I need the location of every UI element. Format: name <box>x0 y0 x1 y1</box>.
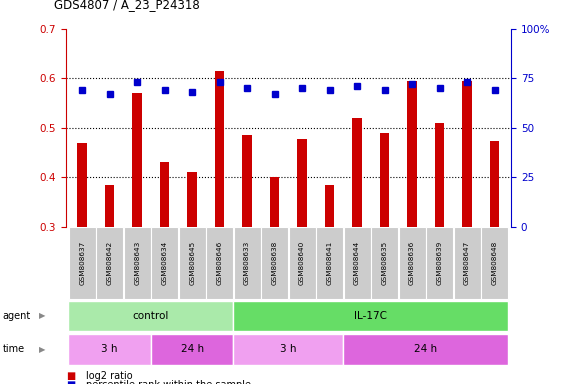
Bar <box>160 162 170 227</box>
Text: GSM808648: GSM808648 <box>492 241 497 285</box>
Text: GSM808642: GSM808642 <box>107 241 112 285</box>
Bar <box>187 172 197 227</box>
Text: ▶: ▶ <box>39 345 45 354</box>
FancyBboxPatch shape <box>234 301 508 331</box>
Text: GSM808633: GSM808633 <box>244 241 250 285</box>
Text: GSM808644: GSM808644 <box>354 241 360 285</box>
Text: GSM808637: GSM808637 <box>79 241 85 285</box>
Bar <box>325 185 335 227</box>
FancyBboxPatch shape <box>69 334 151 365</box>
Text: agent: agent <box>3 311 31 321</box>
Text: IL-17C: IL-17C <box>355 311 387 321</box>
FancyBboxPatch shape <box>234 227 260 299</box>
Bar <box>463 81 472 227</box>
Text: ▶: ▶ <box>39 311 45 320</box>
Bar <box>215 71 224 227</box>
FancyBboxPatch shape <box>124 227 151 299</box>
Text: GSM808635: GSM808635 <box>381 241 388 285</box>
Bar <box>77 142 87 227</box>
FancyBboxPatch shape <box>316 227 343 299</box>
Text: GSM808640: GSM808640 <box>299 241 305 285</box>
FancyBboxPatch shape <box>453 227 481 299</box>
Bar <box>490 141 500 227</box>
Text: GSM808634: GSM808634 <box>162 241 168 285</box>
Bar <box>270 177 279 227</box>
Text: percentile rank within the sample: percentile rank within the sample <box>86 380 251 384</box>
Text: ■: ■ <box>66 380 75 384</box>
Text: GSM808645: GSM808645 <box>189 241 195 285</box>
Bar <box>352 118 362 227</box>
Bar <box>435 123 444 227</box>
Text: GSM808639: GSM808639 <box>437 241 443 285</box>
FancyBboxPatch shape <box>399 227 425 299</box>
Bar <box>297 139 307 227</box>
FancyBboxPatch shape <box>261 227 288 299</box>
FancyBboxPatch shape <box>206 227 233 299</box>
Bar <box>407 81 417 227</box>
FancyBboxPatch shape <box>426 227 453 299</box>
FancyBboxPatch shape <box>234 334 343 365</box>
Text: control: control <box>132 311 169 321</box>
Text: 24 h: 24 h <box>180 344 204 354</box>
FancyBboxPatch shape <box>69 227 95 299</box>
Text: GSM808647: GSM808647 <box>464 241 470 285</box>
Text: GSM808636: GSM808636 <box>409 241 415 285</box>
Text: 3 h: 3 h <box>280 344 296 354</box>
Text: GSM808643: GSM808643 <box>134 241 140 285</box>
Bar <box>105 185 114 227</box>
FancyBboxPatch shape <box>96 227 123 299</box>
FancyBboxPatch shape <box>151 334 234 365</box>
Text: 3 h: 3 h <box>102 344 118 354</box>
Text: ■: ■ <box>66 371 75 381</box>
Text: GSM808641: GSM808641 <box>327 241 332 285</box>
FancyBboxPatch shape <box>371 227 398 299</box>
Text: GSM808646: GSM808646 <box>216 241 223 285</box>
FancyBboxPatch shape <box>344 227 371 299</box>
FancyBboxPatch shape <box>343 334 508 365</box>
FancyBboxPatch shape <box>288 227 316 299</box>
Bar <box>242 135 252 227</box>
FancyBboxPatch shape <box>151 227 178 299</box>
Text: time: time <box>3 344 25 354</box>
Bar <box>132 93 142 227</box>
FancyBboxPatch shape <box>69 301 234 331</box>
FancyBboxPatch shape <box>481 227 508 299</box>
Bar <box>380 132 389 227</box>
Text: GSM808638: GSM808638 <box>272 241 278 285</box>
Text: log2 ratio: log2 ratio <box>86 371 132 381</box>
FancyBboxPatch shape <box>179 227 206 299</box>
Text: 24 h: 24 h <box>414 344 437 354</box>
Text: GDS4807 / A_23_P24318: GDS4807 / A_23_P24318 <box>54 0 200 12</box>
